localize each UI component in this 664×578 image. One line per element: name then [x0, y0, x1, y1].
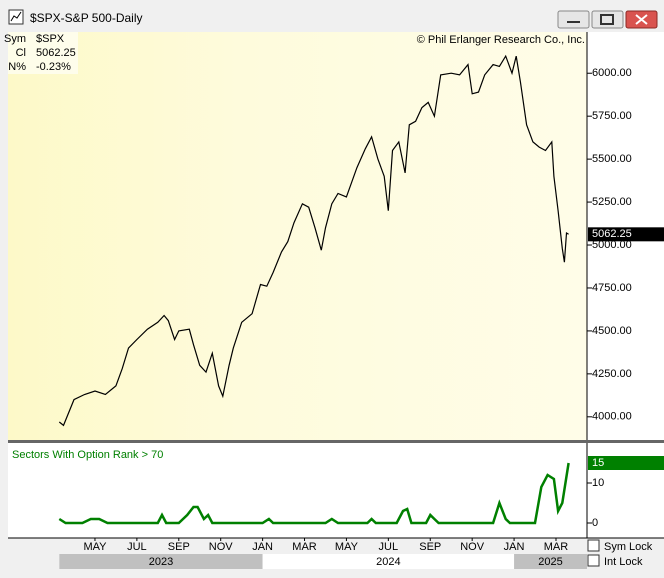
year-band	[514, 554, 587, 569]
y-tick-label: 5500.00	[592, 153, 632, 165]
y-tick-label: 4750.00	[592, 282, 632, 294]
year-band	[262, 554, 515, 569]
x-tick-label: JUL	[127, 541, 147, 553]
price-axis-bg	[587, 32, 664, 538]
close-glyph	[635, 14, 648, 25]
app-icon-glyph	[10, 11, 22, 22]
x-tick-label: NOV	[209, 541, 234, 553]
y-tick-label: 5000.00	[592, 239, 632, 251]
last-value-label: 15	[592, 457, 604, 469]
x-tick-label: JUL	[379, 541, 399, 553]
x-tick-label: MAR	[544, 541, 569, 553]
checkbox[interactable]	[587, 539, 600, 552]
x-tick-label: SEP	[168, 541, 190, 553]
legend-value: $SPX	[36, 33, 65, 45]
year-label: 2024	[376, 556, 400, 568]
y-tick-label: 10	[592, 477, 604, 489]
y-tick-label: 5750.00	[592, 110, 632, 122]
x-tick-label: JAN	[504, 541, 525, 553]
maximize-button[interactable]	[591, 10, 624, 29]
checkbox-label[interactable]: Sym Lock	[604, 541, 653, 553]
x-tick-label: MAR	[292, 541, 317, 553]
series-line	[58, 462, 570, 525]
last-value-label: 5062.25	[592, 228, 632, 240]
checkbox-label[interactable]: Int Lock	[604, 556, 643, 568]
y-tick-label: 4000.00	[592, 411, 632, 423]
price-panel	[8, 32, 587, 440]
last-value-box	[588, 456, 664, 470]
legend-value: 5062.25	[36, 47, 76, 59]
indicator-title: Sectors With Option Rank > 70	[12, 449, 163, 461]
y-tick-label: 5250.00	[592, 196, 632, 208]
y-tick-label: 0	[592, 517, 598, 529]
checkbox[interactable]	[587, 554, 600, 567]
y-tick-label: 4250.00	[592, 368, 632, 380]
window-title: $SPX-S&P 500-Daily	[30, 11, 143, 25]
x-tick-label: SEP	[419, 541, 441, 553]
legend-value: -0.23%	[36, 61, 71, 73]
x-tick-label: JAN	[252, 541, 273, 553]
x-tick-label: MAY	[83, 541, 107, 553]
minimize-button[interactable]	[557, 10, 590, 29]
year-band	[59, 554, 263, 569]
legend-key: N%	[8, 61, 26, 73]
legend-key: Cl	[16, 47, 26, 59]
y-tick-label: 6000.00	[592, 67, 632, 79]
legend-key: Sym	[4, 33, 26, 45]
x-tick-label: NOV	[460, 541, 485, 553]
last-value-box	[588, 227, 664, 242]
y-tick-label: 4500.00	[592, 325, 632, 337]
year-label: 2023	[149, 556, 173, 568]
maximize-glyph	[600, 14, 614, 25]
series-line	[58, 54, 569, 427]
legend-box	[8, 32, 78, 74]
window-buttons[interactable]	[557, 10, 658, 29]
copyright: © Phil Erlanger Research Co., Inc.	[417, 34, 585, 46]
year-label: 2025	[538, 556, 562, 568]
x-tick-label: MAY	[335, 541, 359, 553]
